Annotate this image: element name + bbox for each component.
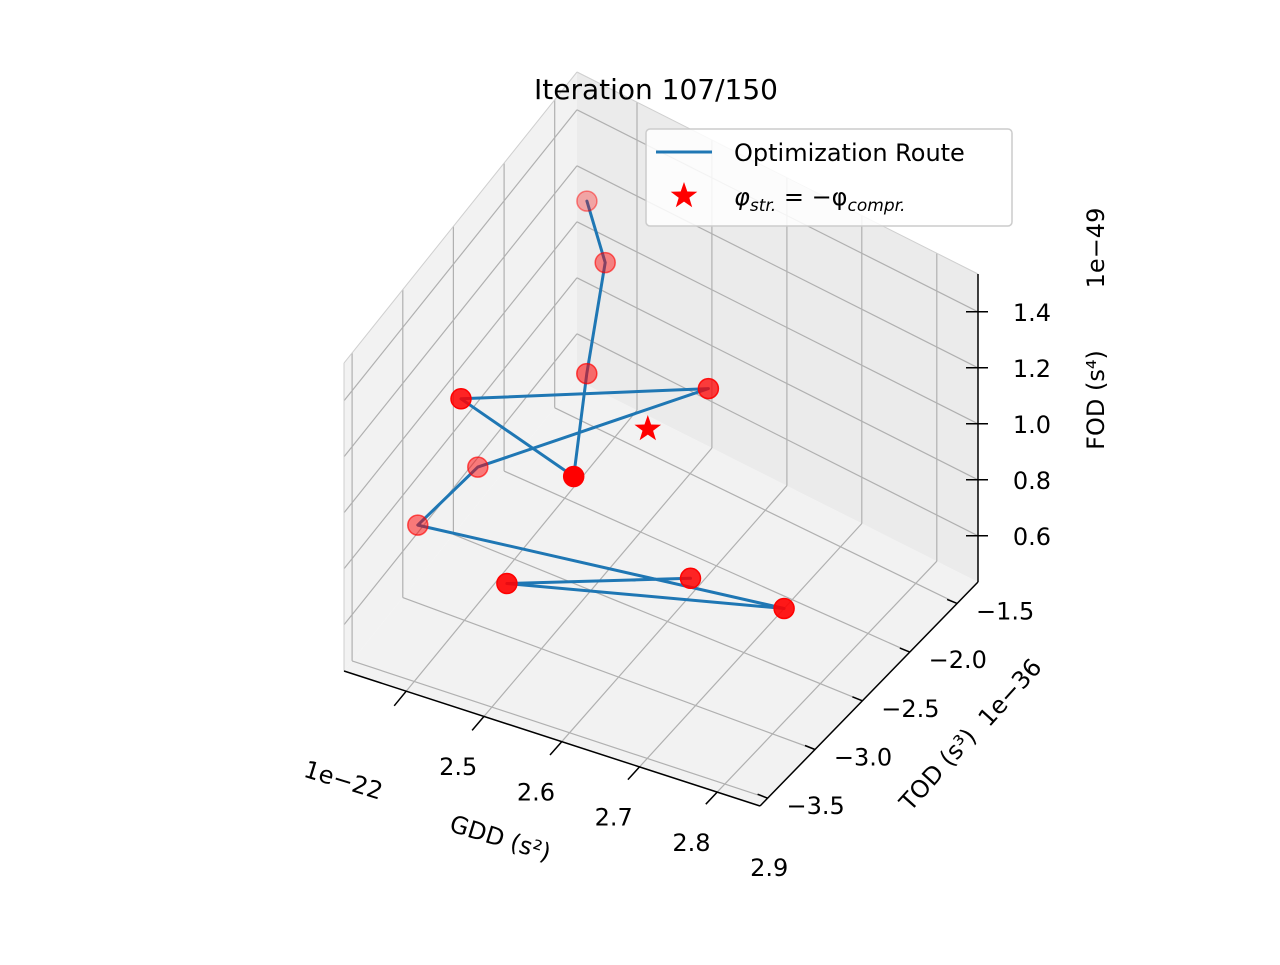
grid-lines [343, 99, 979, 799]
grid-floor-y-3 [402, 597, 816, 751]
grid-back-z-3 [576, 165, 979, 369]
x-tick-4 [705, 791, 718, 805]
x-tick-label-3: 2.8 [672, 829, 710, 857]
grid-left-z-0 [343, 333, 578, 626]
marker-layer [407, 190, 795, 620]
route-point-1 [594, 251, 616, 274]
y-tick-label-2: −2.5 [881, 695, 939, 723]
route-point-10 [679, 567, 702, 590]
grid-back-z-2 [576, 221, 979, 425]
z-axis-label: FOD (s⁴) [1082, 350, 1110, 450]
z-tick-label-4: 1.4 [1013, 299, 1051, 327]
chart-title: Iteration 107/150 [534, 73, 778, 106]
z-tick-label-0: 0.6 [1013, 523, 1051, 551]
tick-label-layer: 2.5 2.6 2.7 2.8 2.9 −1.5 −2.0 −2.5 −3.0 −3.5 0.6 0.… [439, 299, 1051, 882]
x-axis-label: GDD (s²) [446, 810, 554, 867]
z-tick-label-1: 0.8 [1013, 467, 1051, 495]
legend-sub-1: str. [750, 196, 776, 216]
grid-floor-x-2 [561, 485, 788, 743]
target-star-0 [634, 415, 662, 441]
x-tick-1 [471, 715, 485, 731]
route-point-8 [773, 597, 795, 620]
floor-pane [344, 380, 978, 806]
grid-floor-y-0 [554, 407, 958, 604]
route-point-4 [450, 388, 472, 410]
x-tick-0 [393, 690, 407, 707]
route-point-0 [576, 190, 598, 212]
y-tick-label-0: −1.5 [976, 597, 1034, 625]
grid-back-z-0 [576, 333, 979, 537]
grid-left-z-4 [343, 109, 578, 402]
y-axis-line [759, 581, 979, 807]
z-tick-label-2: 1.0 [1013, 411, 1051, 439]
x-tick-3 [627, 766, 641, 781]
y-tick-3 [804, 744, 816, 751]
z-offset-text: 1e−49 [1082, 208, 1110, 289]
grid-back-z-1 [576, 277, 979, 481]
z-tick-label-3: 1.2 [1013, 355, 1051, 383]
legend-phi-1: φ [734, 183, 750, 211]
grid-floor-y-4 [351, 660, 768, 799]
x-tick-label-4: 2.9 [750, 854, 788, 882]
x-axis-line [343, 670, 761, 807]
x-tick-label-1: 2.6 [517, 778, 555, 806]
y-tick-label-4: −3.5 [786, 792, 844, 820]
y-tick-label-1: −2.0 [929, 646, 987, 674]
x-tick-label-0: 2.5 [439, 753, 477, 781]
y-tick-2 [852, 696, 863, 702]
legend-sub-2: compr. [848, 196, 906, 216]
legend-label-route: Optimization Route [734, 139, 965, 167]
y-tick-1 [899, 647, 911, 653]
y-tick-0 [946, 598, 958, 605]
y-tick-label-3: −3.0 [834, 744, 892, 772]
x-tick-2 [549, 741, 563, 756]
grid-floor-x-3 [639, 523, 863, 768]
route-point-7 [407, 514, 429, 536]
legend: Optimization Route φstr. = −φcompr. [645, 128, 1013, 227]
legend-box [645, 128, 1013, 227]
grid-left-z-3 [343, 165, 578, 458]
grid-floor-y-2 [453, 533, 863, 702]
x-tick-label-2: 2.7 [595, 804, 633, 832]
legend-label-star: φstr. = −φcompr. [734, 183, 905, 216]
y-tick-4 [757, 793, 768, 799]
y-axis-label: TOD (s³) [893, 723, 982, 817]
route-point-6 [467, 456, 489, 478]
grid-floor-x-4 [716, 560, 938, 793]
route-point-9 [496, 572, 518, 595]
grid-left-z-1 [343, 277, 578, 570]
route-point-3 [562, 465, 585, 488]
legend-mid: = −φ [776, 183, 847, 211]
grid-floor-y-1 [503, 470, 911, 653]
grid-left-z-2 [343, 221, 578, 514]
pane-edge-0 [343, 71, 578, 364]
legend-star-swatch [670, 182, 698, 208]
grid-floor-x-0 [405, 409, 638, 692]
route-point-2 [576, 362, 598, 385]
route-point-5 [697, 377, 720, 400]
x-offset-text: 1e−22 [301, 755, 386, 805]
